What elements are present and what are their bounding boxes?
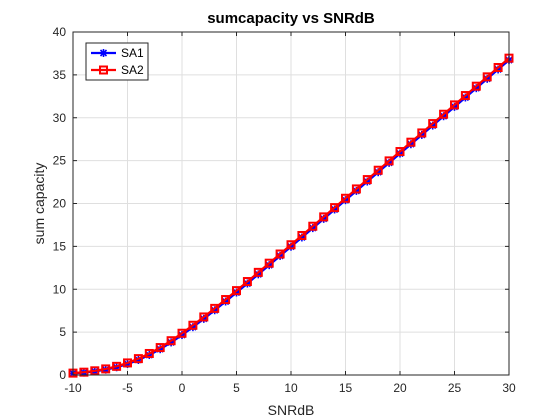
data-point — [264, 258, 274, 268]
x-tick-label: 15 — [339, 381, 353, 395]
ticks: -10 -5 0 5 10 15 20 25 30 0 5 10 15 20 25 30 35 40 — [53, 25, 516, 395]
data-point — [297, 230, 307, 240]
data-point — [330, 203, 340, 213]
legend-item-sa1: SA1 — [91, 46, 144, 60]
data-point — [199, 312, 209, 322]
data-point — [471, 81, 481, 91]
data-point — [155, 343, 165, 353]
data-point — [232, 286, 241, 296]
x-tick-label: -10 — [64, 381, 82, 395]
y-tick-label: 25 — [53, 154, 67, 168]
data-point — [319, 212, 329, 222]
data-point — [99, 49, 108, 57]
data-point — [242, 277, 252, 287]
data-point — [493, 63, 503, 73]
data-point — [101, 364, 111, 374]
data-point — [286, 240, 296, 250]
data-point — [123, 358, 132, 368]
legend-label: SA1 — [121, 46, 144, 60]
data-point — [362, 175, 372, 185]
data-point — [351, 184, 361, 194]
y-tick-label: 35 — [53, 68, 67, 82]
x-tick-label: 0 — [179, 381, 186, 395]
data-point — [482, 72, 492, 82]
series-sa2 — [68, 53, 514, 378]
x-tick-label: 30 — [502, 381, 516, 395]
y-tick-label: 0 — [59, 368, 66, 382]
y-tick-label: 10 — [53, 282, 67, 296]
chart-title: sumcapacity vs SNRdB — [207, 10, 375, 27]
data-point — [144, 348, 154, 358]
data-point — [428, 119, 438, 129]
grid — [72, 31, 510, 376]
x-tick-label: -5 — [122, 381, 133, 395]
data-point — [188, 320, 198, 330]
legend-box — [85, 42, 149, 81]
data-point — [341, 193, 350, 203]
y-axis-label: sum capacity — [31, 163, 47, 245]
y-tick-label: 30 — [53, 111, 67, 125]
data-point — [395, 147, 405, 157]
data-point — [275, 249, 285, 259]
data-point — [308, 221, 318, 231]
data-point — [210, 303, 220, 313]
data-point — [384, 156, 394, 166]
x-tick-label: 25 — [448, 381, 462, 395]
data-point — [112, 361, 122, 371]
data-point — [406, 137, 416, 147]
legend-label: SA2 — [121, 63, 144, 77]
data-point — [99, 65, 108, 75]
data-point — [460, 91, 470, 101]
legend-item-sa2: SA2 — [91, 63, 144, 77]
x-tick-label: 20 — [393, 381, 407, 395]
data-point — [221, 295, 231, 305]
data-point — [133, 354, 143, 364]
x-tick-label: 10 — [284, 381, 298, 395]
data-point — [417, 128, 427, 138]
y-tick-label: 40 — [53, 25, 67, 39]
data-point — [439, 109, 449, 119]
y-tick-label: 20 — [53, 197, 67, 211]
y-tick-label: 5 — [59, 325, 66, 339]
y-tick-label: 15 — [53, 239, 67, 253]
x-axis-label: SNRdB — [268, 402, 315, 418]
x-tick-label: 5 — [233, 381, 240, 395]
data-point — [450, 100, 459, 110]
data-point — [166, 336, 176, 346]
data-point — [373, 165, 383, 175]
data-point — [90, 366, 100, 376]
data-point — [253, 267, 263, 277]
data-point — [177, 328, 187, 338]
plot-area — [68, 53, 514, 378]
data-point — [79, 367, 89, 377]
